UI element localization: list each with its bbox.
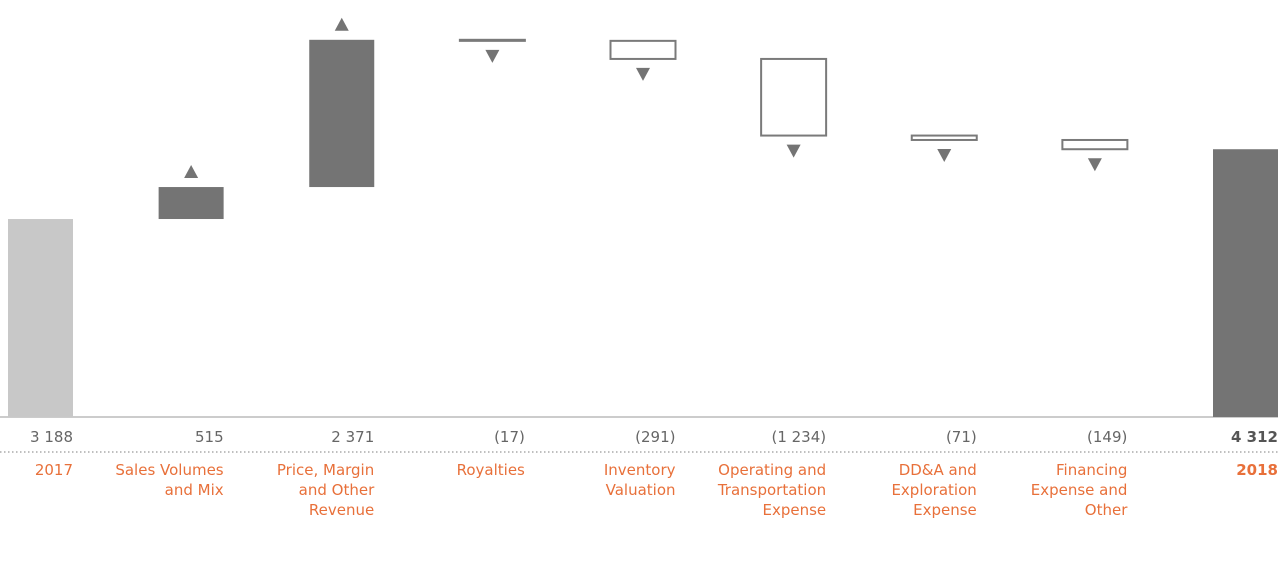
- value-label: (1 234): [771, 428, 827, 446]
- category-label: Royalties: [456, 461, 525, 479]
- bar: [8, 219, 73, 417]
- category-label: 2017: [34, 461, 73, 479]
- category-label: Financing Expense and Other: [1030, 461, 1128, 519]
- bar: [1061, 138, 1129, 151]
- bar: [609, 39, 677, 60]
- bar: [760, 57, 828, 137]
- arrow-down: [1087, 158, 1102, 172]
- value-label: 3 188: [30, 428, 73, 446]
- value-label: (149): [1087, 428, 1128, 446]
- value-label: 4 312: [1231, 428, 1278, 446]
- bar: [458, 38, 526, 42]
- value-label: (71): [945, 428, 977, 446]
- category-label: Operating and Transportation Expense: [717, 461, 827, 519]
- value-label: (17): [494, 428, 525, 446]
- value-label: (291): [635, 428, 676, 446]
- arrow-down: [485, 49, 500, 63]
- category-label: 2018: [1236, 461, 1278, 479]
- category-label: Price, Margin and Other Revenue: [276, 461, 375, 519]
- category-label: Inventory Valuation: [603, 461, 676, 499]
- bar: [1213, 149, 1278, 417]
- arrow-up: [184, 165, 199, 179]
- arrow-up: [334, 17, 349, 31]
- value-label: 2 371: [331, 428, 375, 446]
- arrow-down: [786, 144, 801, 158]
- category-label: DD&A and Exploration Expense: [891, 461, 977, 519]
- arrow-down: [937, 148, 952, 162]
- bar: [309, 39, 375, 188]
- bar: [910, 134, 978, 141]
- arrow-down: [636, 67, 650, 81]
- value-label: 515: [194, 428, 224, 446]
- bar: [158, 187, 224, 220]
- category-label: Sales Volumes and Mix: [115, 461, 224, 499]
